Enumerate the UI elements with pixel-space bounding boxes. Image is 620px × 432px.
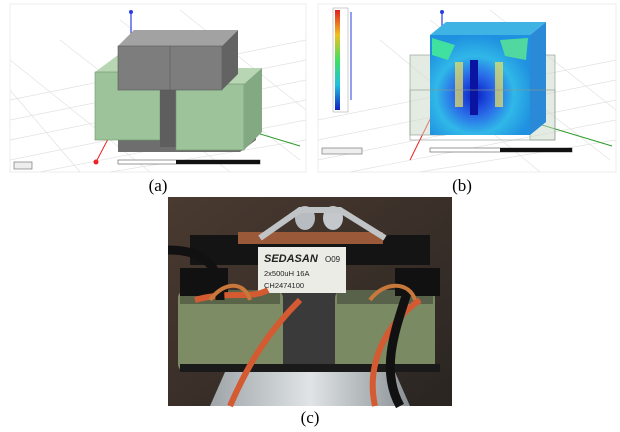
label-rating: 2x500uH 16A — [264, 269, 309, 278]
figure: (a) (b) SEDASAN O09 2x500uH — [0, 0, 620, 432]
label-serial: CH2474100 — [264, 281, 304, 290]
panel-c-photo: SEDASAN O09 2x500uH 16A CH2474100 — [168, 197, 452, 406]
label-code: O09 — [325, 255, 341, 264]
panel-b-image — [318, 4, 616, 172]
caption: (b) — [452, 176, 472, 195]
panel-a-image — [10, 4, 306, 172]
caption: (a) — [149, 176, 168, 195]
label-brand: SEDASAN — [264, 253, 319, 265]
caption: (c) — [301, 408, 320, 427]
